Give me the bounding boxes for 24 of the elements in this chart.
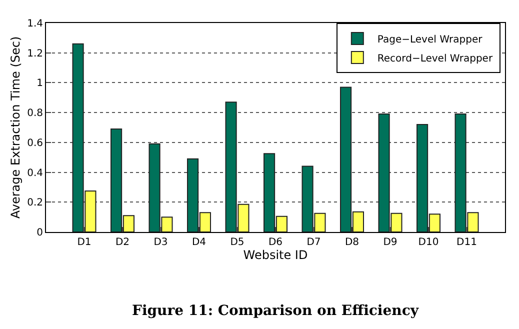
y-tick-label: 0.6 [27, 138, 43, 149]
y-tick-label: 1 [36, 78, 43, 90]
legend-label: Record−Level Wrapper [377, 53, 494, 64]
y-tick-label: 1.2 [27, 48, 43, 60]
y-tick-label: 0 [36, 228, 43, 238]
x-tick-label: D6 [268, 237, 283, 248]
x-tick-label: D3 [154, 237, 168, 248]
x-tick-label: D2 [115, 237, 130, 248]
x-tick-label: D5 [230, 237, 244, 248]
y-tick-label: 1.4 [27, 18, 43, 30]
caption: Figure 11: Comparison on Efficiency [132, 303, 420, 319]
x-tick-label: D9 [383, 237, 398, 248]
y-tick-label: 0.2 [27, 198, 43, 209]
y-tick-label: 0.8 [27, 108, 43, 120]
y-tick-label: 0.4 [27, 168, 43, 179]
x-tick-label: D11 [456, 237, 477, 248]
x-tick-label: D1 [77, 237, 92, 248]
x-tick-label: D8 [344, 237, 360, 248]
legend-label: Page−Level Wrapper [377, 34, 484, 46]
x-tick-label: D10 [418, 237, 439, 248]
x-tick-label: D7 [306, 237, 321, 248]
x-tick-label: D4 [192, 237, 206, 248]
x-axis-title: Website ID [243, 248, 308, 262]
y-axis-title: Average Extraction Time (Sec) [8, 36, 22, 219]
